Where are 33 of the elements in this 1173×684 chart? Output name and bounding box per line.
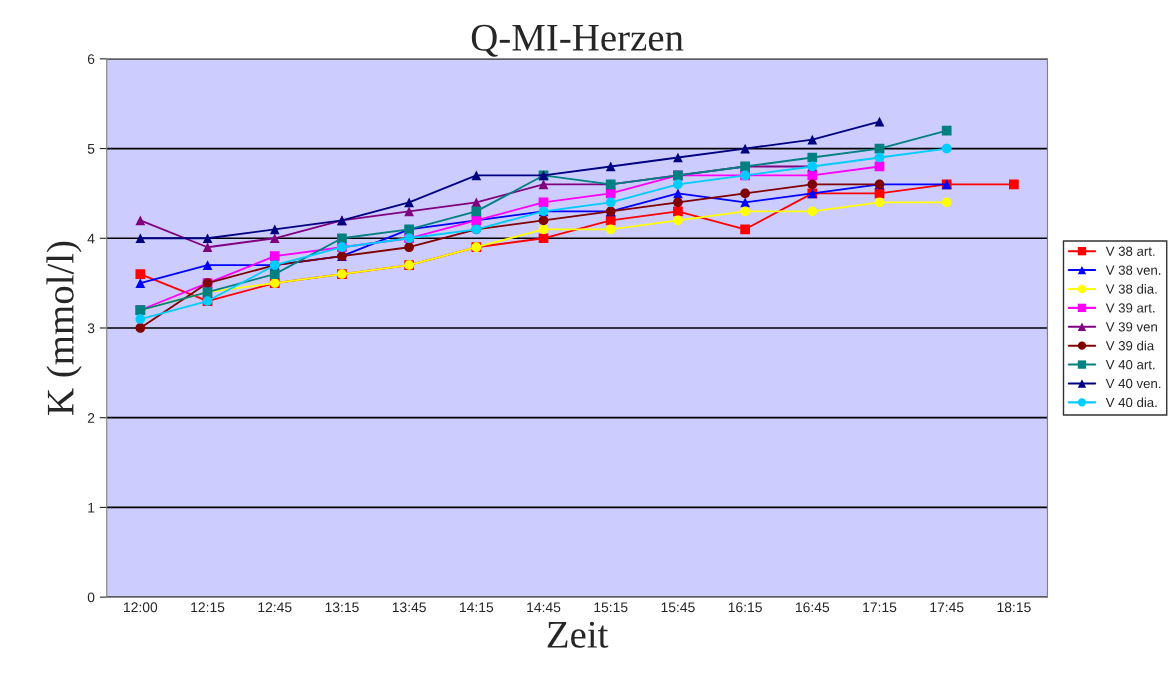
x-tick-label: 12:00: [124, 602, 158, 613]
x-tick-label: 13:15: [325, 602, 359, 613]
x-tick-label: 14:45: [527, 602, 561, 613]
x-axis-title: Zeit: [547, 621, 609, 648]
legend-label: V 38 dia.: [1105, 284, 1157, 294]
y-tick-label: 6: [87, 54, 95, 64]
y-tick-label: 5: [87, 144, 95, 154]
y-tick-label: 1: [88, 502, 95, 513]
x-tick-label: 18:15: [997, 602, 1031, 613]
x-tick-label: 16:15: [728, 602, 762, 613]
x-tick-label: 15:15: [594, 602, 628, 613]
y-tick-label: 3: [87, 323, 95, 334]
legend-label: V 40 ven.: [1105, 378, 1161, 389]
x-tick-label: 17:45: [930, 602, 964, 613]
legend-label: V 40 dia.: [1105, 397, 1157, 408]
y-axis-title: K (mmol/l): [46, 241, 82, 415]
y-tick-label: 0: [87, 592, 95, 603]
legend-label: V 38 art.: [1105, 246, 1155, 256]
x-tick-label: 13:45: [392, 602, 426, 613]
legend-label: V 38 ven.: [1105, 265, 1161, 275]
x-tick-label: 12:15: [191, 602, 225, 613]
x-tick-label: 15:45: [661, 602, 695, 613]
x-tick-label: 12:45: [258, 602, 292, 613]
legend-label: V 39 dia: [1105, 340, 1155, 351]
legend-label: V 39 ven: [1105, 322, 1157, 332]
y-tick-label: 4: [87, 233, 95, 244]
x-tick-label: 17:15: [863, 602, 897, 613]
chart-title: Q-MI-Herzen: [471, 24, 684, 57]
y-tick-label: 2: [87, 413, 95, 423]
x-tick-label: 16:45: [795, 602, 830, 613]
legend-label: V 40 art.: [1105, 359, 1155, 370]
legend-label: V 39 art.: [1105, 303, 1155, 313]
x-tick-label: 14:15: [460, 602, 494, 613]
